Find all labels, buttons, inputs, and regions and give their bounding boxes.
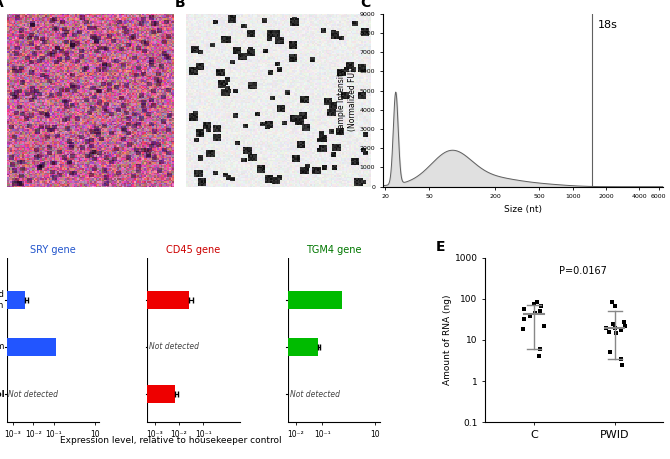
Point [616,327,626,334]
Text: Not detected: Not detected [290,390,340,398]
Point [603,328,614,335]
Point [534,353,545,360]
Point [607,320,618,328]
Y-axis label: Amount of RNA (ng): Amount of RNA (ng) [443,295,452,385]
Bar [147,291,189,309]
Text: P=0.0167: P=0.0167 [559,266,607,276]
Point [616,361,627,369]
Point [530,309,541,317]
Text: Purified sperm: Purified sperm [0,342,4,352]
Text: Not detected: Not detected [149,342,199,352]
Point [601,325,612,332]
Text: PBMC control: PBMC control [0,390,4,398]
Point [610,324,620,331]
Text: Expression level, relative to housekeeper control: Expression level, relative to housekeepe… [60,436,281,445]
Text: Unfractionated
semen: Unfractionated semen [0,290,4,310]
Point [618,318,629,325]
Title: SRY gene: SRY gene [30,246,76,255]
Point [528,300,539,308]
Text: Not detected: Not detected [8,390,58,398]
Point [610,329,621,336]
Text: 18s: 18s [598,20,618,29]
Point [535,308,545,315]
X-axis label: Size (nt): Size (nt) [504,205,542,214]
Point [605,349,616,356]
Point [518,326,529,333]
Point [616,355,626,362]
Point [524,313,535,320]
Y-axis label: Sample Intensity
(Normalized FU): Sample Intensity (Normalized FU) [337,68,356,133]
Point [619,322,630,330]
Text: B: B [175,0,186,10]
Point [607,298,618,305]
Bar [288,338,318,356]
Point [535,303,546,310]
Text: A: A [0,0,4,10]
Point [519,315,530,323]
Title: CD45 gene: CD45 gene [166,246,220,255]
Bar [7,291,25,309]
Title: TGM4 gene: TGM4 gene [306,246,362,255]
Bar [288,291,342,309]
Point [532,298,543,305]
Text: C: C [360,0,371,10]
Point [519,306,529,313]
Bar [7,338,56,356]
Point [609,303,620,310]
Bar [147,385,176,403]
Point [534,346,545,353]
Point [539,322,549,330]
Text: E: E [436,241,445,254]
